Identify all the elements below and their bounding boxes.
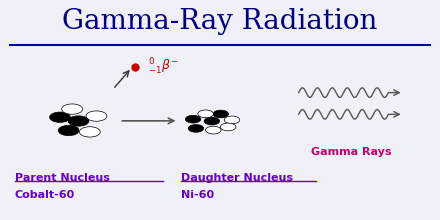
Circle shape	[224, 116, 240, 124]
Text: Gamma Rays: Gamma Rays	[311, 147, 392, 157]
Circle shape	[86, 111, 107, 121]
Circle shape	[188, 125, 204, 132]
Circle shape	[68, 116, 89, 126]
Circle shape	[220, 123, 236, 131]
Circle shape	[58, 125, 79, 136]
Circle shape	[204, 117, 220, 125]
Circle shape	[80, 127, 100, 137]
Text: Gamma-Ray Radiation: Gamma-Ray Radiation	[62, 8, 378, 35]
Text: $^{0}_{-1}\beta^{-}$: $^{0}_{-1}\beta^{-}$	[148, 57, 179, 77]
Circle shape	[62, 104, 83, 114]
Circle shape	[50, 112, 70, 122]
Text: Parent Nucleus: Parent Nucleus	[15, 173, 110, 183]
Circle shape	[198, 110, 213, 118]
Circle shape	[205, 126, 221, 134]
Text: Ni-60: Ni-60	[181, 190, 214, 200]
Circle shape	[185, 115, 201, 123]
Text: Cobalt-60: Cobalt-60	[15, 190, 75, 200]
Circle shape	[213, 110, 228, 118]
Text: Daughter Nucleus: Daughter Nucleus	[181, 173, 293, 183]
